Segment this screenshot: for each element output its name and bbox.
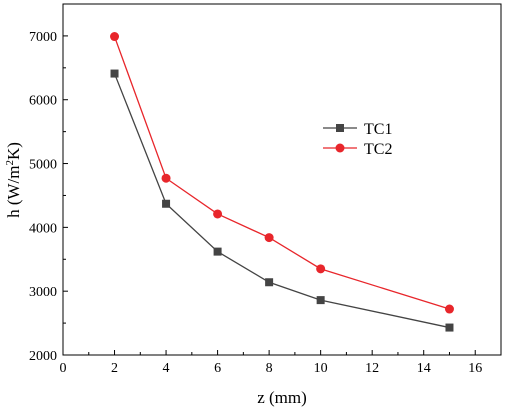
x-tick-label: 8 xyxy=(266,361,273,376)
y-axis-title-pre: h (W/m xyxy=(4,166,23,218)
series-layer xyxy=(110,32,454,332)
y-tick-label: 3000 xyxy=(29,285,57,300)
data-point-tc1 xyxy=(213,247,222,256)
data-point-tc2 xyxy=(264,233,274,243)
data-point-tc1 xyxy=(445,323,454,332)
data-point-tc1 xyxy=(316,296,325,305)
x-axis-title: z (mm) xyxy=(257,388,307,407)
x-axis-ticks: 0 2 4 6 8 10 12 14 16 xyxy=(60,350,482,376)
x-tick-label: 14 xyxy=(417,361,431,376)
y-axis-ticks: 2000 3000 4000 5000 6000 7000 xyxy=(29,30,68,364)
y-axis-title: h (W/m2K) xyxy=(4,142,23,218)
legend-marker-tc2 xyxy=(335,143,345,153)
x-tick-label: 12 xyxy=(365,361,379,376)
x-tick-label: 0 xyxy=(60,361,67,376)
data-point-tc1 xyxy=(162,199,171,208)
y-axis-title-post: K) xyxy=(4,142,23,160)
data-point-tc2 xyxy=(110,32,120,42)
series-line-tc2 xyxy=(113,36,450,310)
x-tick-label: 2 xyxy=(111,361,118,376)
data-point-tc2 xyxy=(161,173,171,183)
y-axis-title-sup: 2 xyxy=(4,160,16,166)
series-line-tc1 xyxy=(113,73,450,329)
x-tick-label: 16 xyxy=(468,361,482,376)
y-tick-label: 2000 xyxy=(29,349,57,364)
legend-label-tc1: TC1 xyxy=(364,121,392,138)
legend-label-tc2: TC2 xyxy=(364,141,392,158)
x-tick-label: 4 xyxy=(163,361,170,376)
y-tick-label: 7000 xyxy=(29,30,57,45)
x-tick-label: 10 xyxy=(314,361,328,376)
data-point-tc1 xyxy=(265,278,274,287)
x-tick-label: 6 xyxy=(214,361,221,376)
data-point-tc2 xyxy=(316,264,326,274)
plot-area xyxy=(62,3,502,356)
data-point-tc1 xyxy=(110,69,119,78)
y-tick-label: 5000 xyxy=(29,158,57,173)
y-tick-label: 6000 xyxy=(29,94,57,109)
y-tick-label: 4000 xyxy=(29,221,57,236)
legend-marker-tc1 xyxy=(336,124,344,132)
data-point-tc2 xyxy=(213,209,223,219)
data-point-tc2 xyxy=(444,304,454,314)
